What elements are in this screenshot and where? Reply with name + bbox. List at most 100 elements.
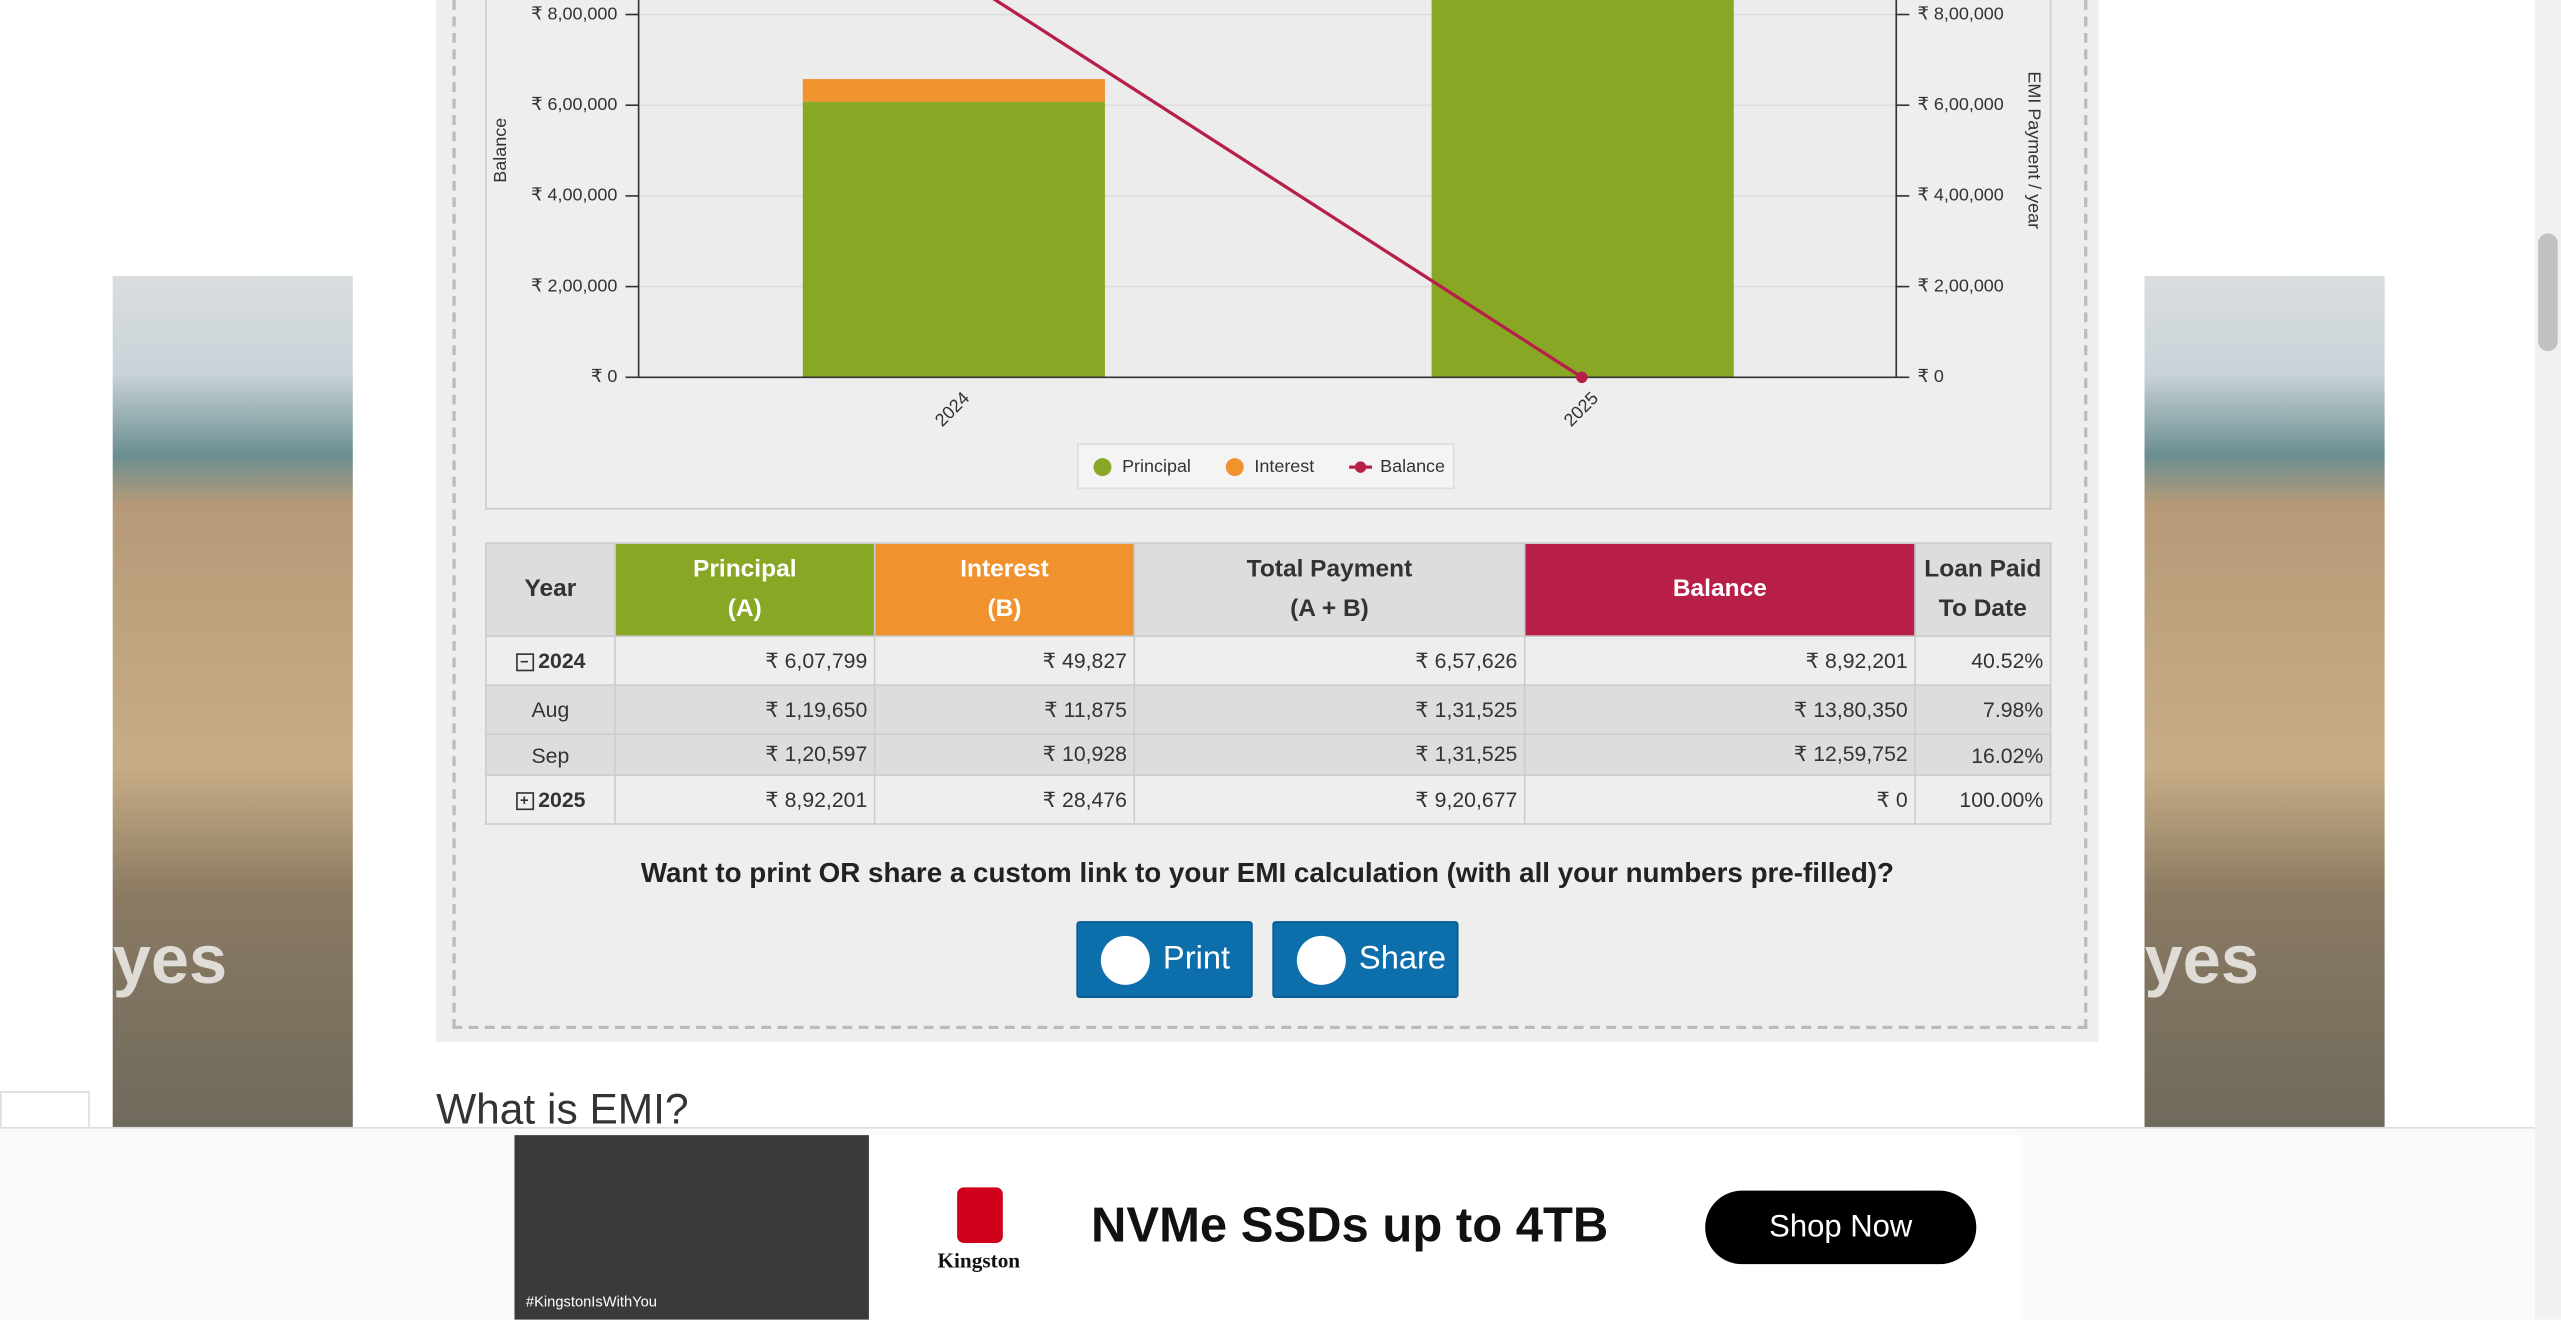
cell-text: ₹ 8,92,201	[1805, 647, 1908, 673]
legend-label: Interest	[1254, 456, 1314, 476]
schedule-table: Year Principal (A) Interest (B) Total Paym…	[485, 542, 2052, 825]
cell: Aug	[485, 684, 616, 735]
share-question: Want to print OR share a custom link to …	[640, 857, 1895, 889]
th: Year	[485, 542, 616, 637]
cell: ₹ 6,57,626	[1133, 635, 1526, 686]
cell: 40.52%	[1914, 635, 2052, 686]
cell: ₹ 8,92,201	[614, 774, 876, 825]
cell: ₹ 1,31,525	[1133, 733, 1526, 776]
cell-text: ₹ 10,928	[1042, 741, 1127, 767]
cell-text: ₹ 8,92,201	[765, 786, 868, 811]
cell: ₹ 1,20,597	[614, 733, 876, 776]
ad-logo	[957, 1187, 1003, 1243]
cell: ₹ 8,92,201	[1523, 635, 1916, 686]
cell-text: ₹ 13,80,350	[1793, 696, 1908, 722]
cell: ₹ 49,827	[873, 635, 1136, 686]
cell-text: ₹ 0	[1876, 786, 1908, 811]
cell-text: Sep	[531, 742, 570, 767]
cell-text: ₹ 28,476	[1042, 786, 1127, 811]
side-ad[interactable]: yes	[112, 276, 353, 1127]
scrollbar	[2534, 0, 2561, 1320]
y-axis-title: Balance	[490, 118, 510, 183]
table-row: −2024 ₹ 6,07,799 ₹ 49,827 ₹ 6,57,626 ₹ 8,92,…	[485, 635, 2052, 686]
table-row: Sep ₹ 1,20,597 ₹ 10,928 ₹ 1,31,525 ₹ 12,59,7…	[485, 733, 2052, 776]
th: Balance	[1523, 542, 1916, 637]
cell-text: ₹ 1,31,525	[1415, 696, 1518, 722]
cell-text: ₹ 1,31,525	[1415, 741, 1518, 767]
collapse-tab[interactable]	[0, 1091, 90, 1131]
th: Loan Paid To Date	[1914, 542, 2052, 637]
balance-point	[1576, 371, 1588, 384]
share-button[interactable]: Share	[1272, 921, 1459, 998]
cell: ₹ 10,928	[873, 733, 1136, 776]
cell: ₹ 6,07,799	[614, 635, 876, 686]
y-tick-label: ₹ 0	[591, 366, 617, 386]
cell: Sep	[485, 733, 616, 776]
cell-text: ₹ 49,827	[1042, 647, 1127, 673]
legend-swatch	[1354, 461, 1367, 473]
y2-tick-label: ₹ 8,00,000	[1917, 3, 2003, 23]
cell: +2025	[485, 774, 616, 825]
x-tick-label: 2025	[1560, 388, 1602, 430]
chart: ₹ 0 ₹ 2,00,000 ₹ 4,00,000 ₹ 6,00,000 ₹ 8,00,…	[490, 0, 2045, 490]
cell: 100.00%	[1914, 774, 2052, 825]
y2-tick-label: ₹ 2,00,000	[1917, 275, 2003, 295]
cell-text: 16.02%	[1971, 742, 2044, 767]
header-row: Year Principal (A) Interest (B) Total Paym…	[485, 542, 2052, 637]
cell: ₹ 28,476	[873, 774, 1136, 825]
print-button[interactable]: Print	[1076, 921, 1253, 998]
ad-text: yes	[2144, 921, 2259, 998]
cell-text: 100.00%	[1959, 787, 2044, 812]
expand-icon[interactable]: +	[515, 792, 534, 811]
cell: ₹ 0	[1523, 774, 1916, 825]
cell: ₹ 11,875	[873, 684, 1136, 735]
y2-axis-title: EMI Payment / year	[2025, 71, 2045, 229]
legend-label: Principal	[1122, 456, 1191, 476]
cell-text: 40.52%	[1971, 648, 2044, 673]
section-title: What is EMI?	[436, 1084, 689, 1134]
y2-tick-label: ₹ 0	[1917, 366, 1943, 386]
side-ad[interactable]: yes	[2144, 276, 2385, 1127]
collapse-icon[interactable]: −	[515, 653, 534, 672]
dashed-border	[452, 0, 2088, 1029]
ad-headline: NVMe SSDs up to 4TB	[1091, 1198, 1609, 1253]
cell-text: ₹ 1,20,597	[765, 741, 868, 767]
y-tick-label: ₹ 6,00,000	[531, 94, 617, 114]
y-tick-label: ₹ 4,00,000	[531, 185, 617, 205]
cell: ₹ 9,20,677	[1133, 774, 1526, 825]
cell: −2024	[485, 635, 616, 686]
ad-brand: Kingston	[937, 1247, 1021, 1273]
icon	[1100, 935, 1150, 985]
cell-text: ₹ 9,20,677	[1415, 786, 1518, 811]
th: Interest (B)	[873, 542, 1136, 637]
y2-tick-label: ₹ 6,00,000	[1917, 94, 2003, 114]
th: Principal (A)	[614, 542, 876, 637]
y-tick-label: ₹ 8,00,000	[531, 3, 617, 23]
table-row: +2025 ₹ 8,92,201 ₹ 28,476 ₹ 9,20,677 ₹ 0 100.…	[485, 774, 2052, 825]
cell-text: ₹ 11,875	[1044, 696, 1127, 722]
ad-hashtag: #KingstonIsWithYou	[525, 1293, 657, 1310]
cell-text: 2025	[538, 787, 586, 812]
ad-button[interactable]: Shop Now	[1705, 1190, 1977, 1265]
ad-text: yes	[112, 921, 228, 998]
cell: 16.02%	[1914, 733, 2052, 776]
label: Print	[1162, 940, 1231, 977]
table-row: Aug ₹ 1,19,650 ₹ 11,875 ₹ 1,31,525 ₹ 13,80,3…	[485, 684, 2052, 735]
cell: ₹ 1,19,650	[614, 684, 876, 735]
cell: ₹ 13,80,350	[1523, 684, 1916, 735]
cell-text: ₹ 12,59,752	[1793, 741, 1908, 767]
cell-text: Aug	[531, 697, 570, 722]
cell-text: ₹ 6,07,799	[765, 647, 868, 673]
cell-text: 2024	[538, 648, 586, 673]
label: Share	[1358, 940, 1447, 977]
bar	[1431, 0, 1734, 378]
legend	[1077, 443, 1455, 490]
cell-text: 7.98%	[1983, 697, 2044, 722]
bar	[802, 79, 1105, 102]
cell: 7.98%	[1914, 684, 2052, 735]
legend-label: Balance	[1380, 456, 1445, 476]
cell: ₹ 12,59,752	[1523, 733, 1916, 776]
scrollbar-thumb[interactable]	[2538, 233, 2558, 352]
x-tick-label: 2024	[931, 388, 973, 430]
